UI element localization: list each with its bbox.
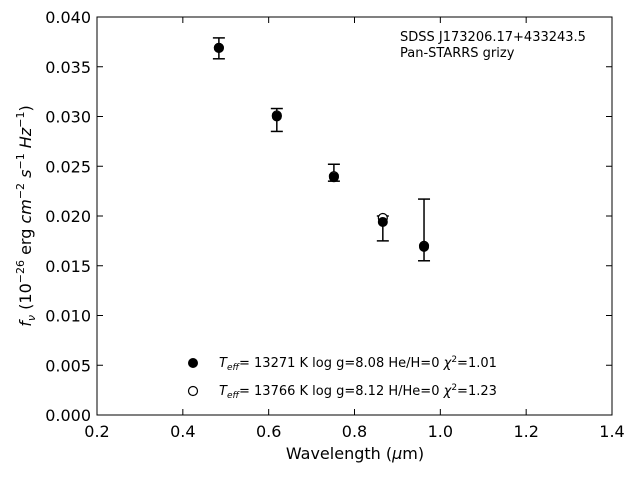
x-tick-label: 0.2 (84, 422, 109, 441)
x-tick-label: 0.8 (342, 422, 367, 441)
x-tick-label: 0.6 (256, 422, 281, 441)
model-point-filled (377, 216, 388, 227)
legend-label-open: Teff= 13766 K log g=8.12 H/He=0 χ2=1.23 (219, 383, 497, 401)
markers (213, 42, 430, 252)
y-tick-label: 0.010 (45, 307, 91, 326)
annotation-object-name: SDSS J173206.17+433243.5 (400, 30, 586, 45)
tick-labels: 0.2 0.4 0.6 0.8 1.0 1.2 1.4 0.000 0.005 0.010 0.01… (45, 8, 625, 441)
legend-marker-filled (188, 358, 198, 368)
legend: Teff= 13271 K log g=8.08 He/H=0 χ2=1.01 … (187, 355, 497, 401)
model-point-filled (213, 42, 224, 53)
legend-label-filled: Teff= 13271 K log g=8.08 He/H=0 χ2=1.01 (219, 355, 497, 373)
error-bars (212, 37, 431, 262)
model-point-filled (271, 111, 282, 122)
x-axis-label: Wavelength (μm) (286, 444, 424, 463)
y-axis-label: fν (10−26 erg cm−2 s−1 Hz−1) (14, 105, 38, 326)
y-tick-label: 0.035 (45, 58, 91, 77)
y-tick-label: 0.015 (45, 257, 91, 276)
legend-marker-open (187, 385, 199, 397)
x-tick-label: 1.4 (599, 422, 624, 441)
y-tick-label: 0.005 (45, 356, 91, 375)
ticks (96, 16, 613, 416)
y-tick-label: 0.040 (45, 8, 91, 27)
model-point-filled (328, 172, 339, 183)
y-tick-label: 0.025 (45, 157, 91, 176)
annotation-survey: Pan-STARRS grizy (400, 46, 515, 61)
model-point-filled (419, 241, 430, 252)
y-tick-label: 0.020 (45, 207, 91, 226)
x-tick-label: 1.2 (513, 422, 538, 441)
x-tick-label: 1.0 (428, 422, 453, 441)
y-tick-label: 0.000 (45, 406, 91, 425)
x-tick-label: 0.4 (170, 422, 195, 441)
y-tick-label: 0.030 (45, 108, 91, 127)
